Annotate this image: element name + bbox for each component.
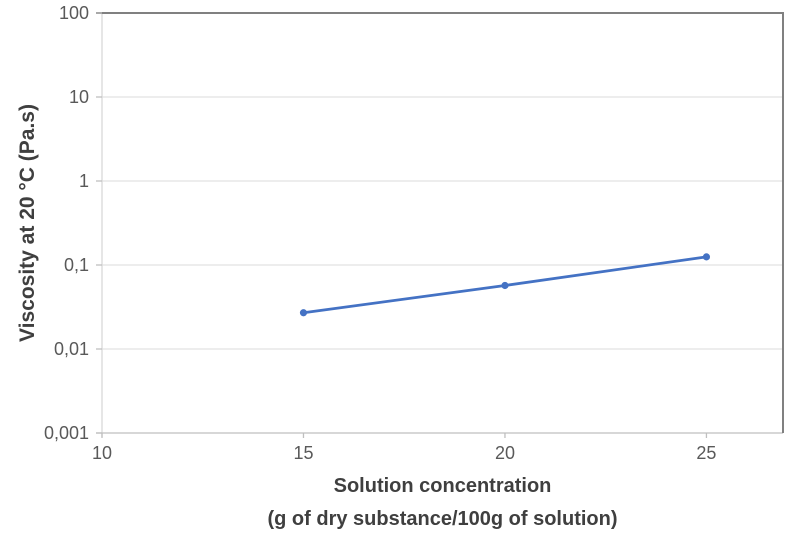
x-tick-label: 10 xyxy=(92,443,112,463)
x-axis-title-line2: (g of dry substance/100g of solution) xyxy=(267,508,618,530)
x-tick-label: 15 xyxy=(293,443,313,463)
x-tick-label: 25 xyxy=(696,443,716,463)
y-tick-label: 0,1 xyxy=(64,255,89,275)
x-axis-title-line1: Solution concentration xyxy=(333,475,552,497)
y-tick-label: 1 xyxy=(79,171,89,191)
y-tick-label: 0,01 xyxy=(54,339,89,359)
y-tick-label: 100 xyxy=(59,3,89,23)
x-axis-title: Solution concentration (g of dry substan… xyxy=(85,470,800,536)
data-point-marker xyxy=(299,309,308,317)
data-point-marker xyxy=(501,281,509,290)
data-point-marker xyxy=(702,253,711,261)
y-tick-label: 10 xyxy=(69,87,89,107)
y-axis-title: Viscosity at 20 °C (Pa.s) xyxy=(16,104,39,342)
y-tick-label: 0,001 xyxy=(44,423,89,443)
x-tick-label: 20 xyxy=(495,443,515,463)
